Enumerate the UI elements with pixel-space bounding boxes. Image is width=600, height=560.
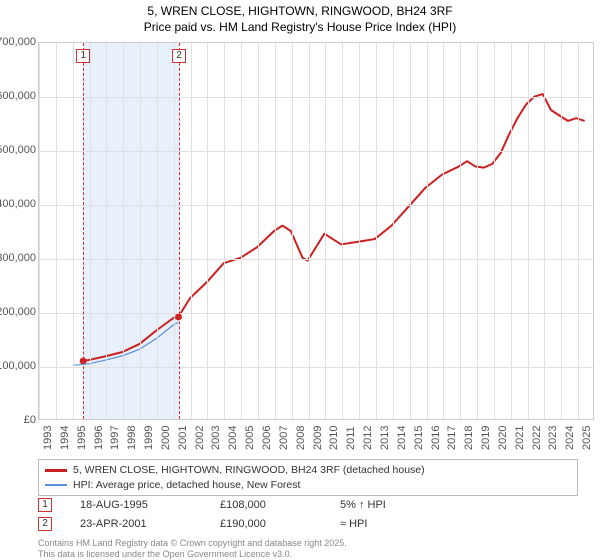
title-line-2: Price paid vs. HM Land Registry's House … [0,20,600,36]
series-line-hpi [73,322,179,365]
footer-attribution: Contains HM Land Registry data © Crown c… [38,538,347,560]
sale-marker-badge: 2 [38,517,52,531]
x-tick-label: 2025 [581,426,593,450]
y-tick-label: £0 [24,414,36,426]
sale-hpi: 5% ↑ HPI [340,499,480,511]
sale-hpi: ≈ HPI [340,518,480,530]
x-tick-label: 2001 [177,426,189,450]
x-tick-label: 2008 [295,426,307,450]
sale-date: 23-APR-2001 [80,518,220,530]
legend: 5, WREN CLOSE, HIGHTOWN, RINGWOOD, BH24 … [38,459,578,496]
y-tick-label: £300,000 [0,252,36,264]
chart-container: 5, WREN CLOSE, HIGHTOWN, RINGWOOD, BH24 … [0,0,600,560]
x-tick-label: 2019 [480,426,492,450]
marker-vline [179,43,180,419]
x-tick-label: 1995 [76,426,88,450]
legend-item: HPI: Average price, detached house, New … [45,478,571,493]
x-tick-label: 1998 [126,426,138,450]
x-tick-label: 2004 [227,426,239,450]
x-tick-label: 1996 [93,426,105,450]
x-tick-label: 2007 [278,426,290,450]
x-tick-label: 2021 [514,426,526,450]
x-tick-label: 2005 [244,426,256,450]
marker-vline [83,43,84,419]
legend-swatch [45,469,67,472]
marker-badge: 2 [172,49,186,63]
sale-row: 2 23-APR-2001 £190,000 ≈ HPI [38,517,578,531]
x-tick-label: 2009 [312,426,324,450]
x-tick-label: 2023 [547,426,559,450]
legend-swatch [45,484,67,485]
x-tick-label: 2018 [463,426,475,450]
chart-titles: 5, WREN CLOSE, HIGHTOWN, RINGWOOD, BH24 … [0,0,600,35]
x-tick-label: 1999 [143,426,155,450]
sale-row: 1 18-AUG-1995 £108,000 5% ↑ HPI [38,498,578,512]
y-tick-label: £400,000 [0,198,36,210]
x-tick-label: 1994 [59,426,71,450]
legend-item: 5, WREN CLOSE, HIGHTOWN, RINGWOOD, BH24 … [45,463,571,478]
legend-label: 5, WREN CLOSE, HIGHTOWN, RINGWOOD, BH24 … [73,463,425,478]
footer-line-1: Contains HM Land Registry data © Crown c… [38,538,347,549]
x-tick-label: 2002 [194,426,206,450]
x-tick-label: 2011 [345,426,357,450]
footer-line-2: This data is licensed under the Open Gov… [38,549,347,560]
x-tick-label: 2006 [261,426,273,450]
x-tick-label: 2015 [413,426,425,450]
x-tick-label: 2012 [362,426,374,450]
series-line-price_paid [83,94,584,361]
x-tick-label: 2016 [430,426,442,450]
y-tick-label: £500,000 [0,144,36,156]
sale-price: £190,000 [220,518,340,530]
x-tick-label: 2017 [446,426,458,450]
legend-label: HPI: Average price, detached house, New … [73,478,300,493]
x-tick-label: 2014 [396,426,408,450]
x-tick-label: 1993 [42,426,54,450]
x-tick-label: 2013 [379,426,391,450]
plot-area: 12 [38,42,594,420]
sale-price: £108,000 [220,499,340,511]
x-tick-label: 2022 [531,426,543,450]
x-tick-label: 2024 [564,426,576,450]
x-tick-label: 2000 [160,426,172,450]
x-tick-label: 2003 [210,426,222,450]
marker-badge: 1 [76,49,90,63]
y-tick-label: £100,000 [0,360,36,372]
y-tick-label: £700,000 [0,36,36,48]
title-line-1: 5, WREN CLOSE, HIGHTOWN, RINGWOOD, BH24 … [0,4,600,20]
sale-marker-badge: 1 [38,498,52,512]
x-tick-label: 2010 [328,426,340,450]
sale-date: 18-AUG-1995 [80,499,220,511]
y-tick-label: £600,000 [0,90,36,102]
x-tick-label: 2020 [497,426,509,450]
y-tick-label: £200,000 [0,306,36,318]
x-tick-label: 1997 [109,426,121,450]
